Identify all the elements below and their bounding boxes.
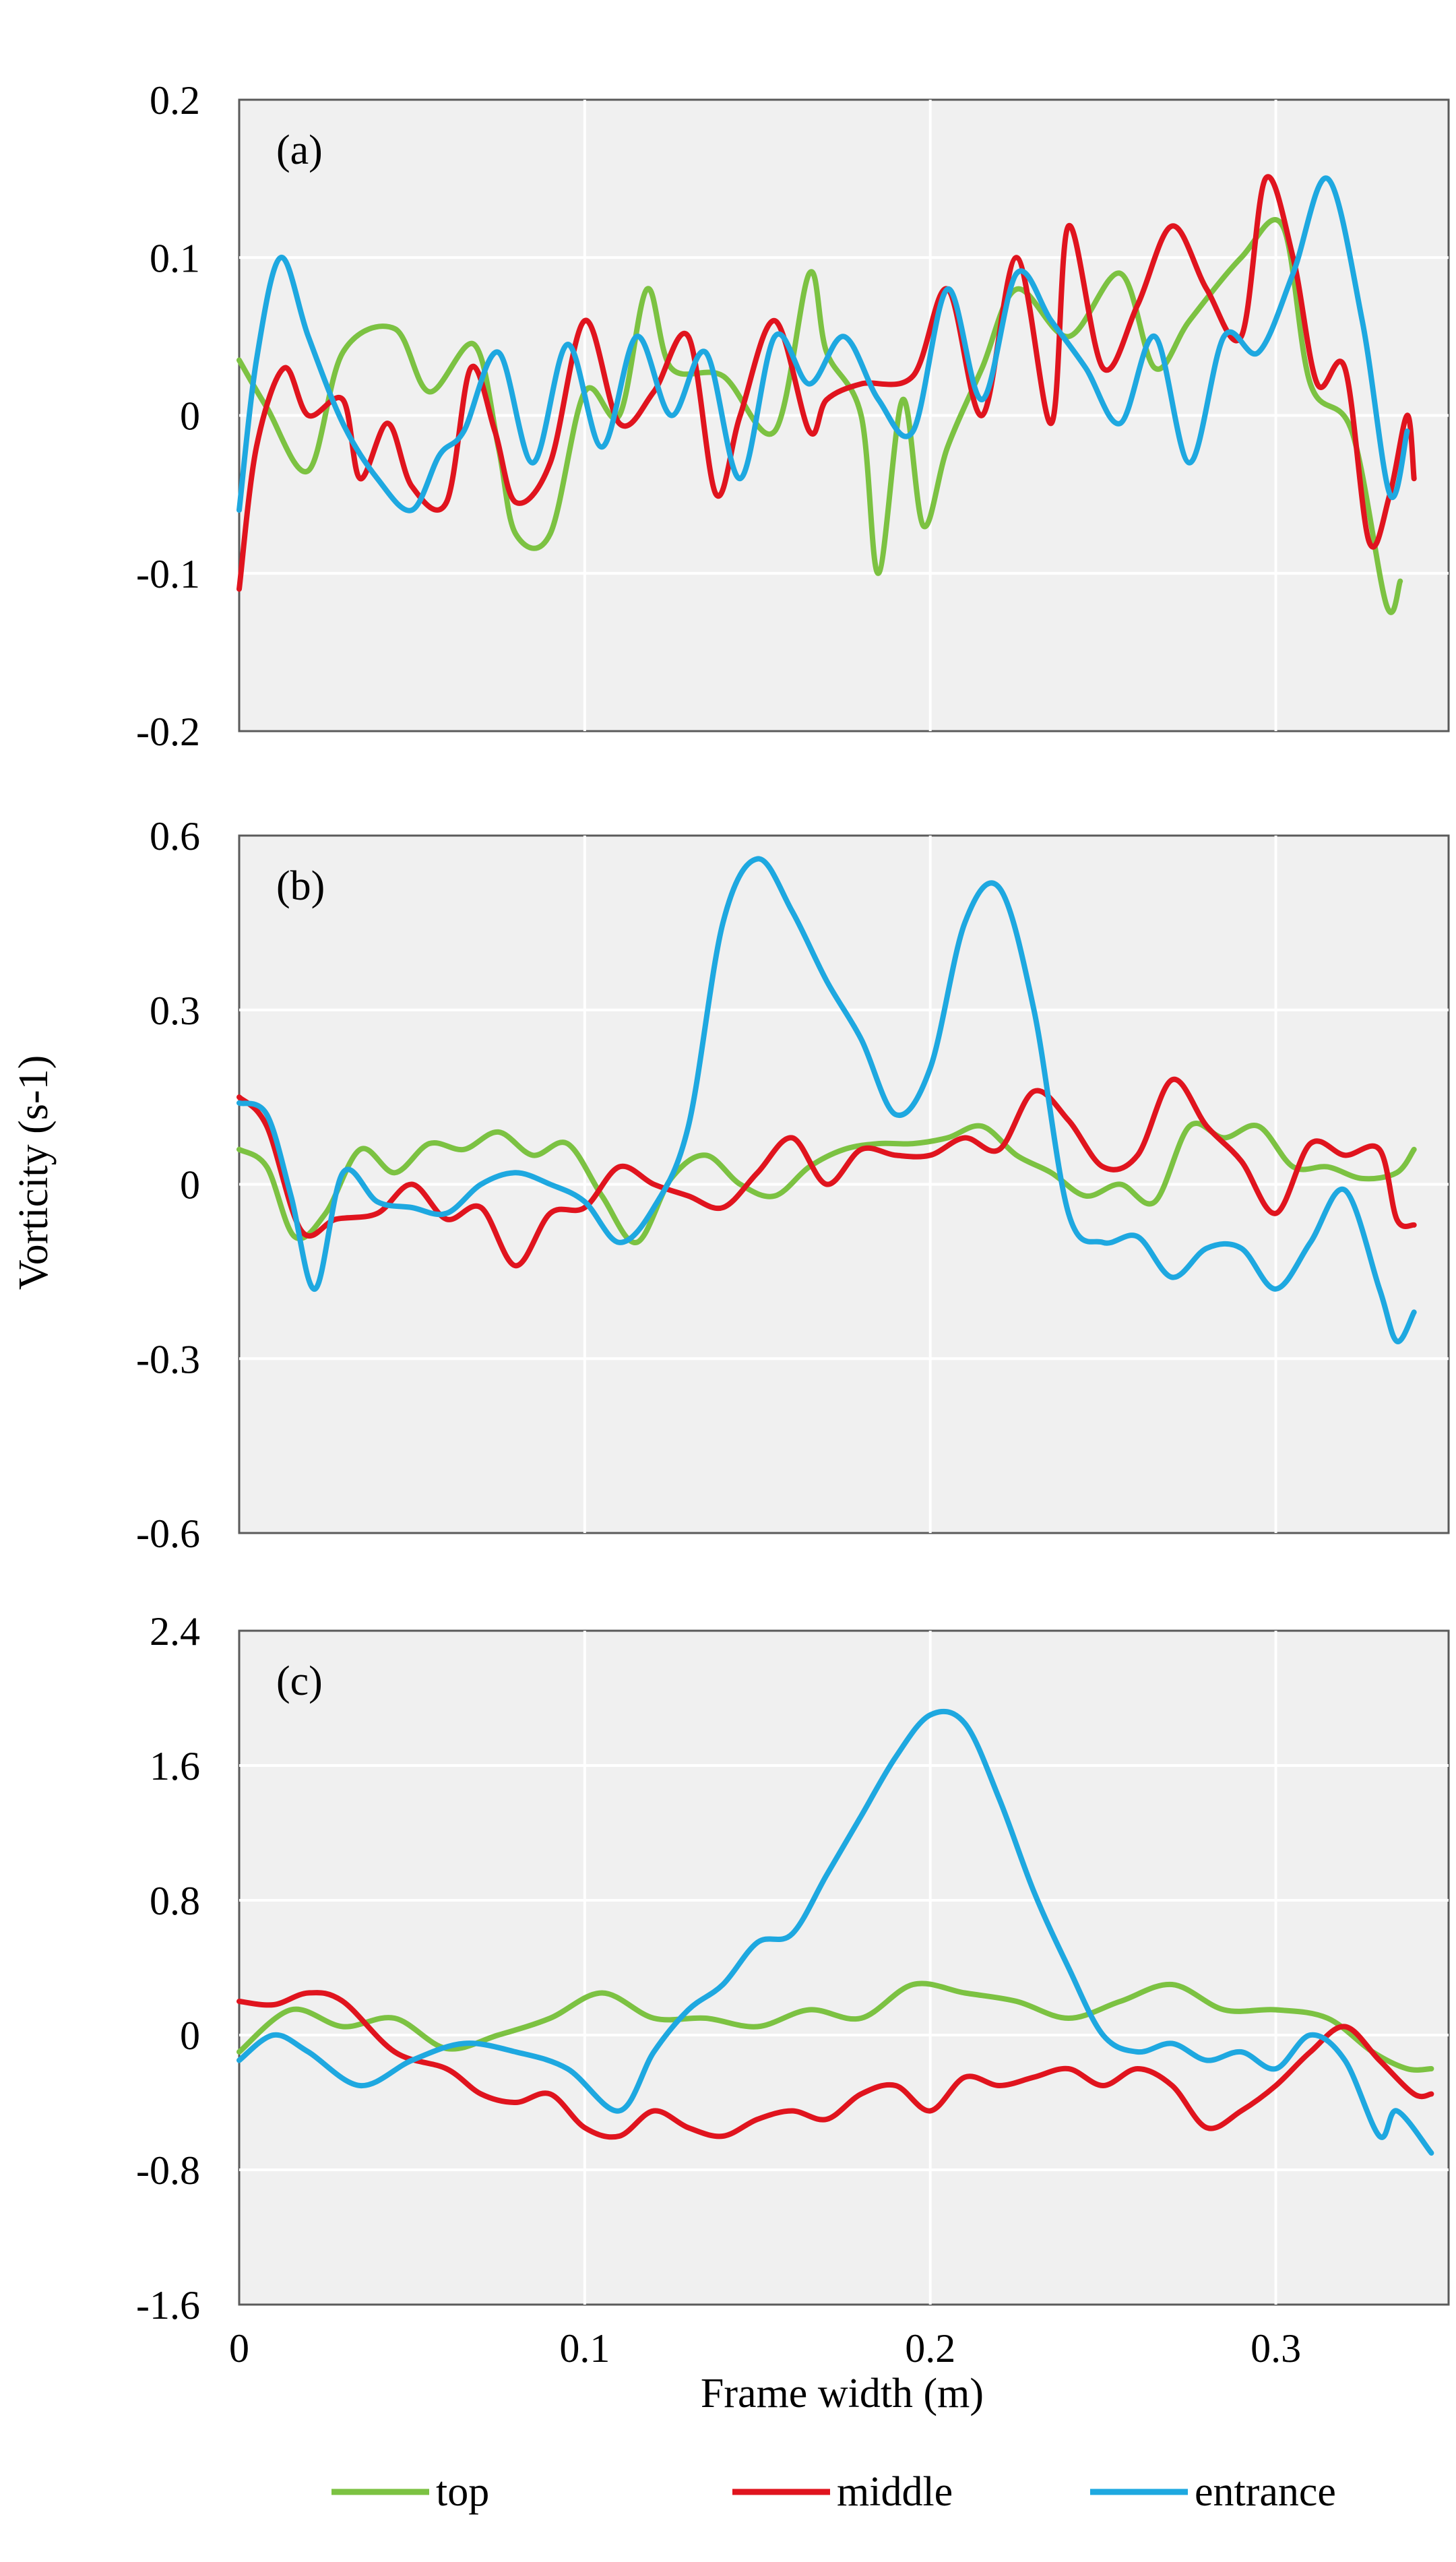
panel-label: (c) (276, 1658, 323, 1704)
y-tick-label: 0.6 (150, 814, 200, 858)
series-line-top (236, 1121, 1417, 1245)
y-tick-label: -0.2 (136, 710, 200, 754)
y-tick-label: 0.1 (150, 236, 200, 280)
x-tick-label: 0.3 (1251, 2326, 1301, 2371)
y-tick-label: -1.6 (136, 2283, 200, 2327)
x-tick-label: 0.2 (905, 2326, 955, 2371)
y-tick-label: 0 (180, 2013, 200, 2058)
chart-panels: 0.2 0.1 0 -0.1 -0.2 (a) 0.6 0.3 0 -0.3 -0.6 (b) 2.4 1… (136, 78, 1450, 2371)
y-tick-label: -0.8 (136, 2148, 200, 2193)
panel-0: 0.2 0.1 0 -0.1 -0.2 (a) (136, 78, 1450, 754)
legend-label-top: top (436, 2469, 489, 2515)
series-line-entrance (236, 175, 1410, 513)
y-tick-label: 2.4 (150, 1609, 200, 1654)
y-axis-title: Vorticity (s-1) (11, 1055, 57, 1290)
y-tick-label: -0.6 (136, 1511, 200, 1556)
x-axis-title: Frame width (m) (701, 2371, 984, 2416)
y-tick-label: 0.8 (150, 1879, 200, 1923)
y-tick-label: -0.3 (136, 1337, 200, 1381)
y-tick-label: -0.1 (136, 552, 200, 596)
plot-area (238, 1629, 1450, 2306)
legend: top middle entrance (331, 2469, 1336, 2515)
series-line-entrance (236, 1708, 1434, 2156)
panel-1: 0.6 0.3 0 -0.3 -0.6 (b) (136, 814, 1450, 1556)
y-tick-label: 0 (180, 1163, 200, 1208)
y-tick-label: 1.6 (150, 1744, 200, 1788)
panel-2: 2.4 1.6 0.8 0 -0.8 -1.6 (c) (136, 1609, 1450, 2327)
legend-label-middle: middle (837, 2469, 953, 2515)
panel-label: (a) (276, 127, 323, 173)
x-axis-ticks: 0 0.1 0.2 0.3 (229, 2326, 1301, 2371)
series-line-entrance (236, 856, 1417, 1344)
y-tick-label: 0.2 (150, 78, 200, 123)
series-line-top (236, 217, 1403, 615)
y-tick-label: 0 (180, 394, 200, 439)
panel-label: (b) (276, 863, 325, 909)
series-line-top (236, 1980, 1434, 2073)
x-tick-label: 0.1 (559, 2326, 610, 2371)
series-line-middle (236, 1076, 1417, 1269)
x-tick-label: 0 (229, 2326, 249, 2371)
legend-label-entrance: entrance (1195, 2469, 1336, 2515)
series-line-middle (236, 1990, 1434, 2140)
y-tick-label: 0.3 (150, 989, 200, 1033)
series-line-middle (236, 174, 1417, 592)
